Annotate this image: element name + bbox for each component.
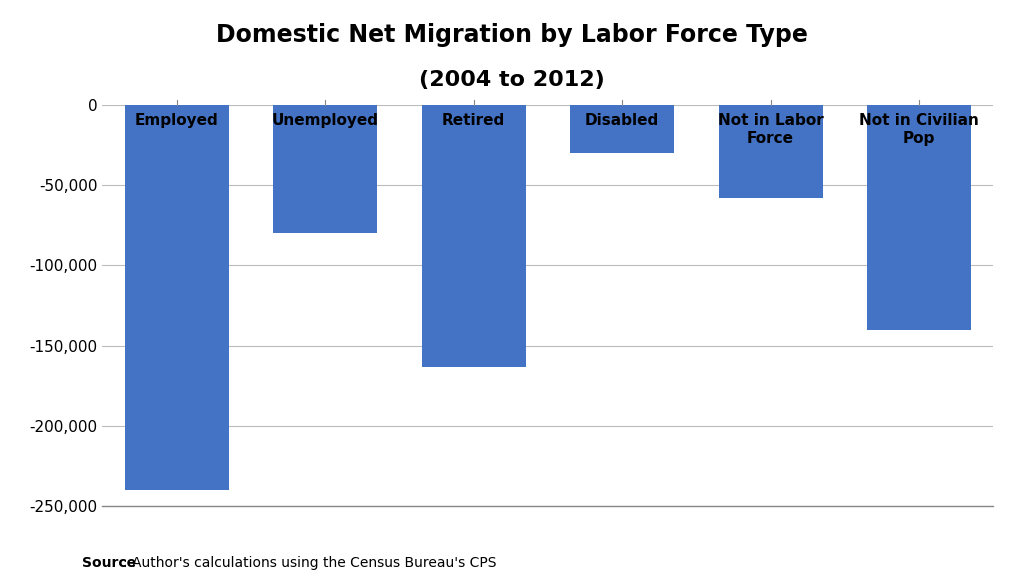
Text: Unemployed: Unemployed	[271, 113, 379, 128]
Text: Not in Labor
Force: Not in Labor Force	[718, 113, 823, 147]
Bar	[273, 105, 377, 233]
Text: Not in Civilian
Pop: Not in Civilian Pop	[859, 113, 979, 147]
Text: (2004 to 2012): (2004 to 2012)	[419, 70, 605, 90]
Text: Employed: Employed	[135, 113, 218, 128]
Text: Disabled: Disabled	[585, 113, 659, 128]
Bar	[125, 105, 228, 490]
Text: : Author's calculations using the Census Bureau's CPS: : Author's calculations using the Census…	[123, 556, 497, 570]
Text: Source: Source	[82, 556, 136, 570]
Bar	[422, 105, 525, 367]
Text: Retired: Retired	[442, 113, 505, 128]
Bar	[719, 105, 822, 198]
Bar	[570, 105, 674, 153]
Text: Domestic Net Migration by Labor Force Type: Domestic Net Migration by Labor Force Ty…	[216, 23, 808, 47]
Bar	[867, 105, 971, 329]
